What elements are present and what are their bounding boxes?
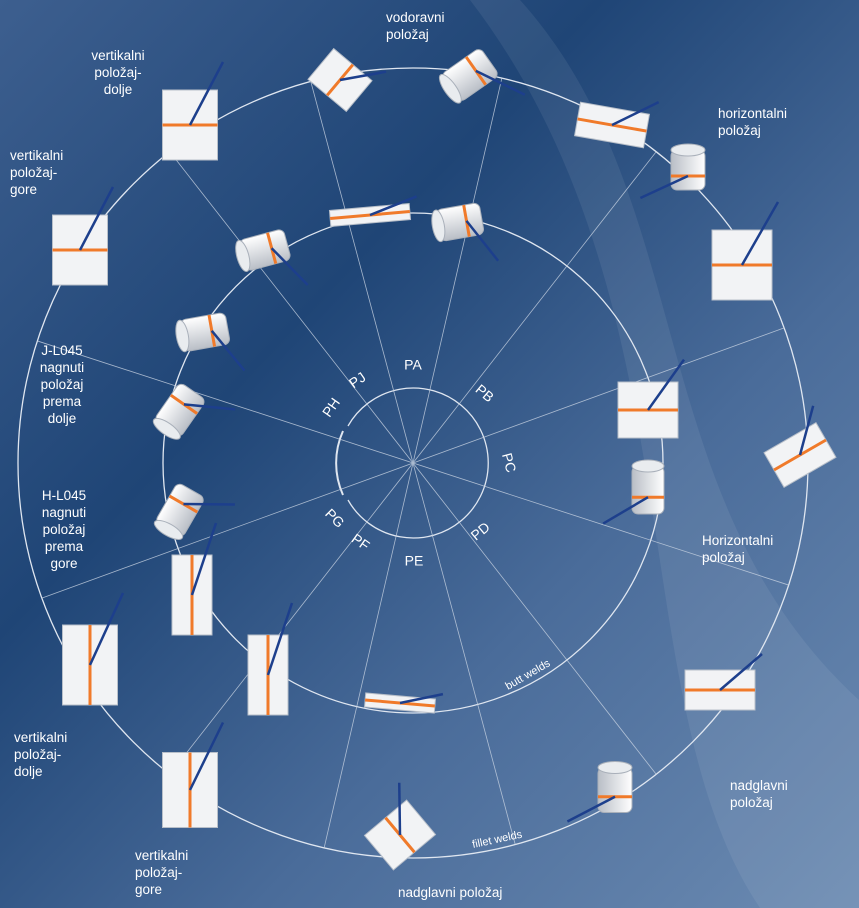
position-label-line: položaj — [41, 377, 84, 392]
pipe — [632, 466, 664, 514]
position-label-line: položaj- — [94, 65, 141, 80]
position-label-line: J-L045 — [41, 343, 82, 358]
position-label-line: položaj- — [135, 865, 182, 880]
position-label-line: položaj — [43, 522, 86, 537]
position-label-line: položaj — [702, 550, 745, 565]
position-label-line: vertikalni — [91, 48, 144, 63]
position-label-line: horizontalni — [718, 106, 787, 121]
position-label-line: vertikalni — [14, 730, 67, 745]
pipe — [598, 768, 632, 813]
position-label-line: vertikalni — [10, 148, 63, 163]
position-label-line: nadglavni položaj — [398, 885, 502, 900]
position-label-line: gore — [10, 182, 37, 197]
position-label-line: prema — [45, 539, 84, 554]
position-label-line: gore — [135, 882, 162, 897]
position-label: nadglavni položaj — [398, 885, 502, 900]
position-label-line: prema — [43, 394, 82, 409]
position-label-line: Horizontalni — [702, 533, 773, 548]
page: {"labels": [ {"lines": ["vodoravni", "po… — [0, 0, 859, 908]
position-label-line: položaj- — [10, 165, 57, 180]
position-label-line: položaj- — [14, 747, 61, 762]
position-label-line: vodoravni — [386, 10, 445, 25]
position-code: PE — [405, 553, 424, 569]
position-code: PA — [404, 357, 422, 373]
position-label-line: nagnuti — [42, 505, 86, 520]
position-label-line: položaj — [718, 123, 761, 138]
position-label-line: H-L045 — [42, 488, 86, 503]
diagram: PA PB PC PD PE PF PG PH PJ butt welds fi… — [0, 0, 859, 908]
position-label-line: dolje — [104, 82, 133, 97]
position-label-line: nadglavni — [730, 778, 788, 793]
position-label-line: vertikalni — [135, 848, 188, 863]
pipe-end — [598, 762, 632, 774]
position-label-line: položaj — [386, 27, 429, 42]
position-label-line: nagnuti — [40, 360, 84, 375]
position-label-line: dolje — [48, 411, 77, 426]
position-label-line: dolje — [14, 764, 43, 779]
position-label-line: gore — [50, 556, 77, 571]
position-label-line: položaj — [730, 795, 773, 810]
pipe-end — [671, 144, 705, 156]
pipe-end — [632, 460, 664, 472]
